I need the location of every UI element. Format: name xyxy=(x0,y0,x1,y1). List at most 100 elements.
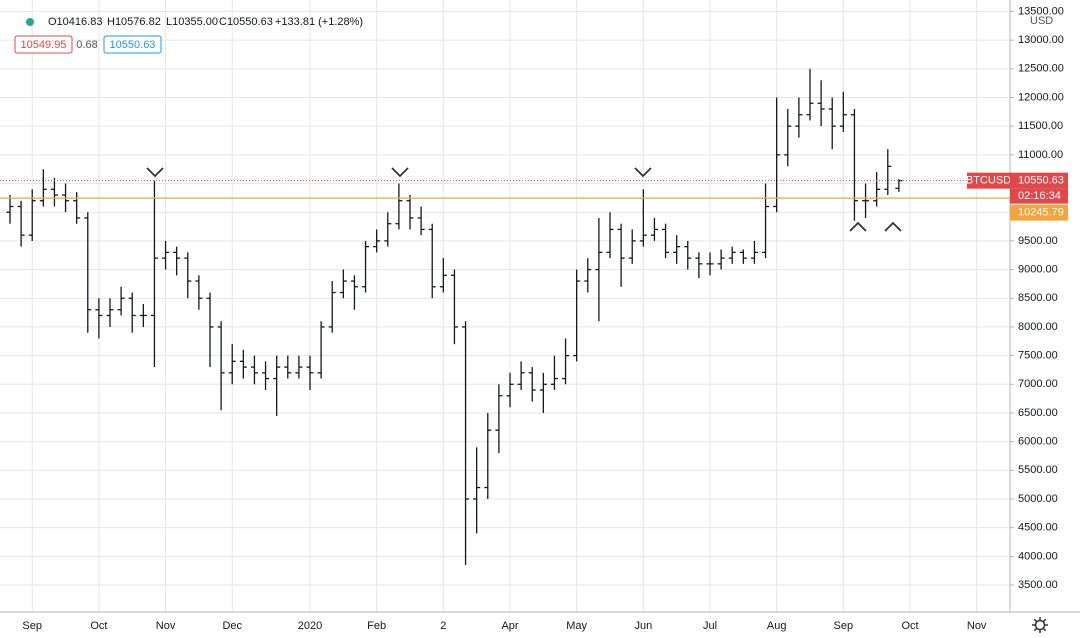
ohlc-bar xyxy=(773,97,781,213)
ohlc-bar xyxy=(317,321,325,379)
ohlc-bar xyxy=(95,298,103,339)
ohlc-bar xyxy=(306,355,314,391)
x-tick-label: Aug xyxy=(767,620,787,632)
ohlc-bar xyxy=(695,252,703,279)
ohlc-bar xyxy=(295,355,303,379)
ohlc-bar xyxy=(506,372,514,408)
ohlc-bar xyxy=(673,235,681,264)
marker-down xyxy=(146,167,164,178)
ohlc-bar xyxy=(517,361,525,391)
ohlc-bar xyxy=(73,192,81,224)
ohlc-bar xyxy=(828,97,836,150)
close-value: C10550.63 xyxy=(219,16,273,28)
ohlc-bar xyxy=(839,91,847,132)
x-tick-label: Oct xyxy=(90,620,107,632)
x-tick-label: Oct xyxy=(901,620,918,632)
ohlc-bar xyxy=(106,298,114,327)
ohlc-bar xyxy=(250,355,258,385)
settings-icon[interactable] xyxy=(1032,617,1048,633)
ohlc-bar xyxy=(606,212,614,259)
ohlc-bar xyxy=(228,344,236,385)
ohlc-bar xyxy=(662,223,670,259)
ohlc-bar xyxy=(684,240,692,270)
currency-label: USD xyxy=(1030,15,1053,27)
y-tick-label: 7500.00 xyxy=(1018,350,1058,362)
marker-up xyxy=(849,221,867,232)
legend-header: O10416.83 H10576.82 L10355.00 C10550.63 … xyxy=(14,16,363,54)
ohlc-bar xyxy=(17,200,25,247)
y-tick-label: 6500.00 xyxy=(1018,407,1058,419)
ohlc-bar xyxy=(206,292,214,368)
ohlc-bar xyxy=(528,367,536,402)
grid xyxy=(0,0,1010,612)
ohlc-bar xyxy=(484,412,492,500)
last-price-box xyxy=(1010,172,1068,189)
ohlc-bar xyxy=(650,217,658,241)
x-tick-label: Jul xyxy=(703,620,717,632)
ohlc-bar xyxy=(362,240,370,293)
ohlc-bar xyxy=(873,172,881,207)
ohlc-bar xyxy=(284,355,292,379)
ohlc-bar xyxy=(150,180,158,368)
bid-value: 10549.95 xyxy=(21,39,67,51)
ohlc-bar xyxy=(406,195,414,230)
y-tick-label: 11500.00 xyxy=(1018,120,1063,132)
marker-up xyxy=(884,221,902,232)
x-tick-label: 2020 xyxy=(298,620,322,632)
x-tick-label: Feb xyxy=(367,620,386,632)
ohlc-bar xyxy=(173,246,181,276)
ohlc-bar xyxy=(784,108,792,167)
currency-bg xyxy=(1028,14,1054,28)
ohlc-bar xyxy=(384,212,392,247)
y-tick-label: 11000.00 xyxy=(1018,149,1063,161)
ohlc-bar xyxy=(850,108,858,221)
ohlc-bar xyxy=(817,80,825,127)
ohlc-bar xyxy=(417,206,425,236)
ohlc-bar xyxy=(239,349,247,379)
countdown-box xyxy=(1010,188,1068,204)
ohlc-bar xyxy=(717,249,725,270)
x-tick-label: Apr xyxy=(501,620,518,632)
marker-down xyxy=(391,167,409,178)
x-tick-label: Dec xyxy=(222,620,242,632)
ohlc-bar xyxy=(162,240,170,270)
ask-value: 10550.63 xyxy=(110,39,156,51)
bid-box[interactable] xyxy=(14,35,73,54)
ohlc-bar xyxy=(562,338,570,385)
ohlc-bar xyxy=(84,212,92,333)
ohlc-bar xyxy=(584,258,592,293)
y-tick-label: 8500.00 xyxy=(1018,292,1058,304)
ohlc-bar xyxy=(428,223,436,299)
ohlc-bar xyxy=(339,269,347,299)
ohlc-bar xyxy=(762,183,770,259)
symbol-label: BTCUSD xyxy=(966,175,1011,187)
ohlc-bar xyxy=(462,321,470,565)
open-value: O10416.83 xyxy=(48,16,102,28)
y-tick-label: 9500.00 xyxy=(1018,235,1058,247)
ohlc-bar xyxy=(706,252,714,276)
y-tick-label: 6000.00 xyxy=(1018,436,1058,448)
ohlc-bar xyxy=(273,355,281,416)
ohlc-bar xyxy=(862,183,870,218)
ohlc-bar xyxy=(728,246,736,264)
x-tick-label: Sep xyxy=(22,620,42,632)
y-tick-label: 3500.00 xyxy=(1018,579,1058,591)
ohlc-bar xyxy=(617,223,625,287)
symbol-label-box xyxy=(967,172,1010,189)
ohlc-bar xyxy=(262,361,270,391)
ohlc-bar xyxy=(795,97,803,138)
x-tick-label: Jun xyxy=(634,620,652,632)
ohlc-bar xyxy=(128,292,136,333)
y-tick-label: 8000.00 xyxy=(1018,321,1058,333)
ohlc-bar xyxy=(439,258,447,293)
ohlc-bar xyxy=(328,281,336,333)
ohlc-bar xyxy=(350,275,358,310)
ohlc-bar xyxy=(6,195,14,224)
ohlc-bar xyxy=(373,229,381,253)
ask-box[interactable] xyxy=(103,35,162,54)
x-tick-label: Sep xyxy=(834,620,854,632)
ohlc-bar xyxy=(595,217,603,322)
ohlc-bar xyxy=(550,355,558,391)
